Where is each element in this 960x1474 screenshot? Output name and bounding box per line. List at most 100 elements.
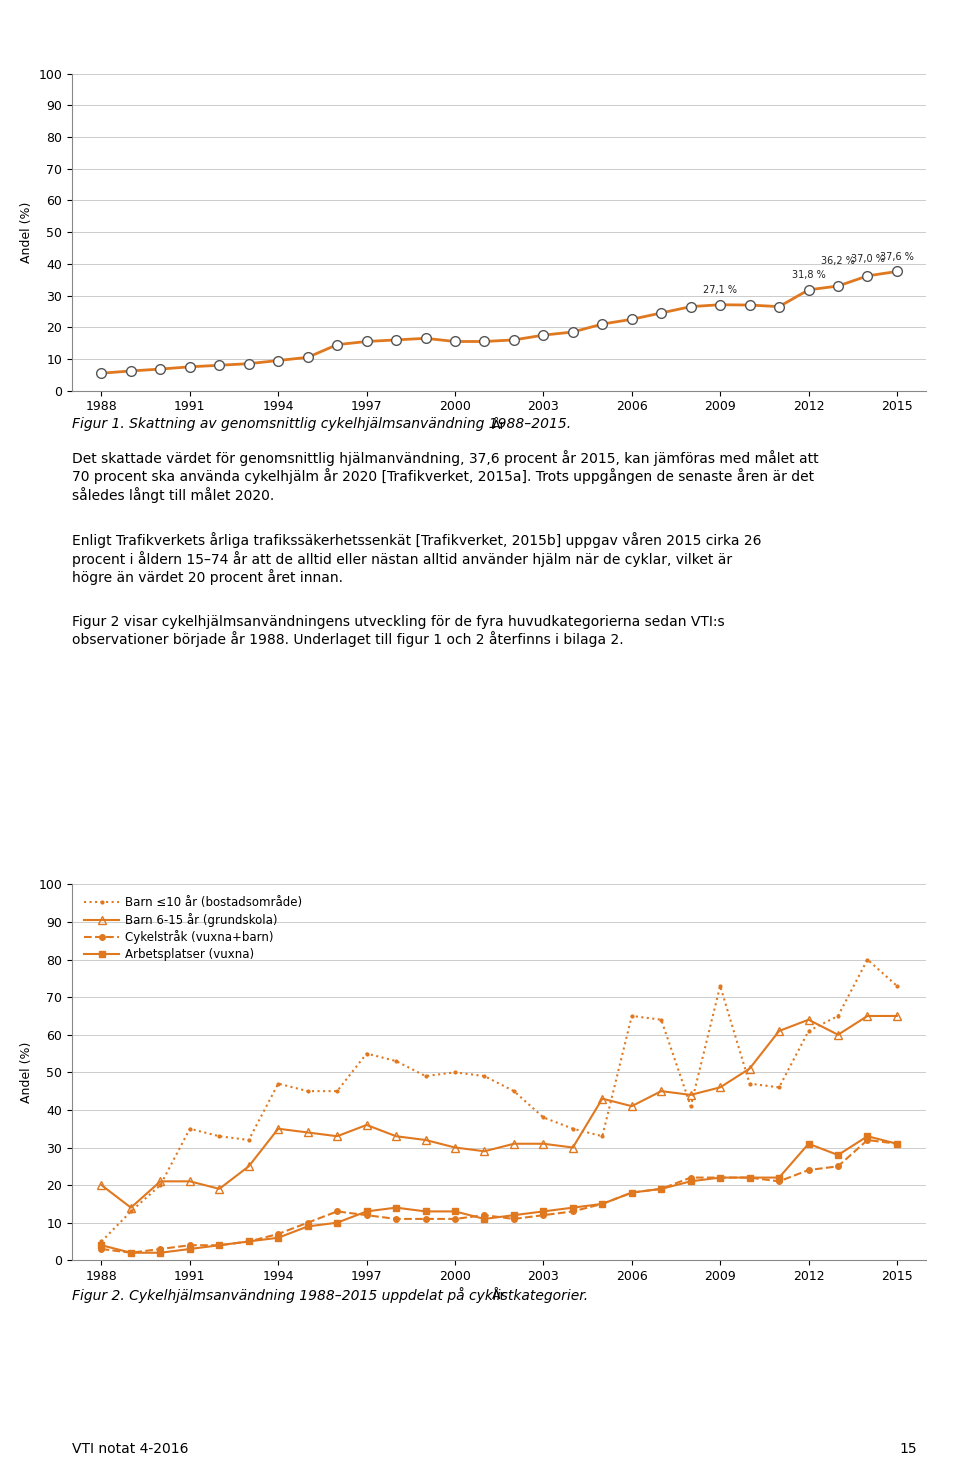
Barn ≤10 år (bostadsområde) — [626, 1007, 637, 1024]
Barn 6-15 år (grundskola) — [714, 1079, 726, 1097]
Cykelstråk (vuxna+barn) — [774, 1172, 785, 1190]
Barn ≤10 år (bostadsområde) — [273, 1075, 284, 1092]
Barn ≤10 år (bostadsområde) — [891, 977, 902, 995]
Cykelstråk (vuxna+barn) — [420, 1210, 431, 1228]
Cykelstråk (vuxna+barn) — [538, 1206, 549, 1223]
Text: Figur 2. Cykelhjälmsanvändning 1988–2015 uppdelat på cyklistkategorier.: Figur 2. Cykelhjälmsanvändning 1988–2015… — [72, 1287, 588, 1303]
Barn 6-15 år (grundskola) — [449, 1138, 461, 1156]
Barn 6-15 år (grundskola) — [184, 1172, 196, 1190]
X-axis label: År: År — [492, 419, 506, 432]
Cykelstråk (vuxna+barn) — [567, 1203, 579, 1220]
Legend: Barn ≤10 år (bostadsområde), Barn 6-15 år (grundskola), Cykelstråk (vuxna+barn),: Barn ≤10 år (bostadsområde), Barn 6-15 å… — [78, 890, 308, 967]
Barn ≤10 år (bostadsområde) — [331, 1082, 343, 1100]
Cykelstråk (vuxna+barn) — [302, 1215, 314, 1232]
Barn 6-15 år (grundskola) — [96, 1176, 108, 1194]
Text: 27,1 %: 27,1 % — [703, 284, 737, 295]
Text: VTI notat 4-2016: VTI notat 4-2016 — [72, 1443, 188, 1456]
Cykelstråk (vuxna+barn) — [449, 1210, 461, 1228]
Y-axis label: Andel (%): Andel (%) — [20, 202, 33, 262]
Barn 6-15 år (grundskola) — [479, 1142, 491, 1160]
Barn 6-15 år (grundskola) — [155, 1172, 166, 1190]
Cykelstråk (vuxna+barn) — [213, 1237, 225, 1254]
Arbetsplatser (vuxna) — [302, 1218, 314, 1235]
Barn ≤10 år (bostadsområde) — [656, 1011, 667, 1029]
Text: 31,8 %: 31,8 % — [792, 270, 826, 280]
Arbetsplatser (vuxna) — [155, 1244, 166, 1262]
Barn 6-15 år (grundskola) — [862, 1007, 874, 1024]
Barn 6-15 år (grundskola) — [656, 1082, 667, 1100]
Barn ≤10 år (bostadsområde) — [213, 1128, 225, 1145]
Barn ≤10 år (bostadsområde) — [508, 1082, 519, 1100]
Barn ≤10 år (bostadsområde) — [832, 1007, 844, 1024]
Cykelstråk (vuxna+barn) — [331, 1203, 343, 1220]
Line: Cykelstråk (vuxna+barn): Cykelstråk (vuxna+barn) — [99, 1138, 900, 1256]
Barn ≤10 år (bostadsområde) — [774, 1079, 785, 1097]
Arbetsplatser (vuxna) — [774, 1169, 785, 1187]
Barn ≤10 år (bostadsområde) — [567, 1120, 579, 1138]
Barn ≤10 år (bostadsområde) — [302, 1082, 314, 1100]
Cykelstråk (vuxna+barn) — [508, 1210, 519, 1228]
Barn 6-15 år (grundskola) — [243, 1157, 254, 1175]
X-axis label: År: År — [492, 1288, 506, 1302]
Line: Barn ≤10 år (bostadsområde): Barn ≤10 år (bostadsområde) — [99, 957, 900, 1244]
Arbetsplatser (vuxna) — [744, 1169, 756, 1187]
Cykelstråk (vuxna+barn) — [656, 1181, 667, 1198]
Cykelstråk (vuxna+barn) — [184, 1237, 196, 1254]
Barn 6-15 år (grundskola) — [891, 1007, 902, 1024]
Barn 6-15 år (grundskola) — [774, 1021, 785, 1039]
Barn ≤10 år (bostadsområde) — [479, 1067, 491, 1085]
Barn 6-15 år (grundskola) — [567, 1138, 579, 1156]
Barn 6-15 år (grundskola) — [803, 1011, 814, 1029]
Arbetsplatser (vuxna) — [213, 1237, 225, 1254]
Arbetsplatser (vuxna) — [832, 1147, 844, 1164]
Barn 6-15 år (grundskola) — [538, 1135, 549, 1153]
Barn ≤10 år (bostadsområde) — [449, 1064, 461, 1082]
Cykelstråk (vuxna+barn) — [273, 1225, 284, 1243]
Cykelstråk (vuxna+barn) — [714, 1169, 726, 1187]
Barn ≤10 år (bostadsområde) — [155, 1176, 166, 1194]
Barn 6-15 år (grundskola) — [331, 1128, 343, 1145]
Arbetsplatser (vuxna) — [361, 1203, 372, 1220]
Arbetsplatser (vuxna) — [420, 1203, 431, 1220]
Barn 6-15 år (grundskola) — [213, 1181, 225, 1198]
Cykelstråk (vuxna+barn) — [155, 1240, 166, 1257]
Barn ≤10 år (bostadsområde) — [420, 1067, 431, 1085]
Text: Det skattade värdet för genomsnittlig hjälmanvändning, 37,6 procent år 2015, kan: Det skattade värdet för genomsnittlig hj… — [72, 450, 819, 503]
Barn 6-15 år (grundskola) — [596, 1089, 608, 1107]
Barn ≤10 år (bostadsområde) — [184, 1120, 196, 1138]
Barn ≤10 år (bostadsområde) — [714, 977, 726, 995]
Barn 6-15 år (grundskola) — [626, 1097, 637, 1114]
Arbetsplatser (vuxna) — [567, 1198, 579, 1216]
Arbetsplatser (vuxna) — [96, 1237, 108, 1254]
Arbetsplatser (vuxna) — [714, 1169, 726, 1187]
Barn ≤10 år (bostadsområde) — [361, 1045, 372, 1063]
Barn ≤10 år (bostadsområde) — [596, 1128, 608, 1145]
Cykelstråk (vuxna+barn) — [626, 1184, 637, 1201]
Barn ≤10 år (bostadsområde) — [96, 1232, 108, 1250]
Text: 15: 15 — [900, 1443, 917, 1456]
Text: 37,0 %: 37,0 % — [851, 254, 884, 264]
Cykelstråk (vuxna+barn) — [803, 1162, 814, 1179]
Y-axis label: Andel (%): Andel (%) — [20, 1042, 33, 1103]
Cykelstråk (vuxna+barn) — [96, 1240, 108, 1257]
Barn ≤10 år (bostadsområde) — [803, 1021, 814, 1039]
Cykelstråk (vuxna+barn) — [391, 1210, 402, 1228]
Arbetsplatser (vuxna) — [331, 1215, 343, 1232]
Cykelstråk (vuxna+barn) — [684, 1169, 696, 1187]
Barn 6-15 år (grundskola) — [684, 1086, 696, 1104]
Barn ≤10 år (bostadsområde) — [391, 1052, 402, 1070]
Text: 37,6 %: 37,6 % — [880, 252, 914, 262]
Arbetsplatser (vuxna) — [538, 1203, 549, 1220]
Barn 6-15 år (grundskola) — [125, 1198, 136, 1216]
Cykelstråk (vuxna+barn) — [596, 1195, 608, 1213]
Text: 36,2 %: 36,2 % — [821, 256, 855, 267]
Barn ≤10 år (bostadsområde) — [538, 1108, 549, 1126]
Barn ≤10 år (bostadsområde) — [862, 951, 874, 968]
Line: Barn 6-15 år (grundskola): Barn 6-15 år (grundskola) — [97, 1011, 901, 1212]
Barn 6-15 år (grundskola) — [302, 1123, 314, 1141]
Barn 6-15 år (grundskola) — [273, 1120, 284, 1138]
Arbetsplatser (vuxna) — [125, 1244, 136, 1262]
Barn 6-15 år (grundskola) — [508, 1135, 519, 1153]
Arbetsplatser (vuxna) — [449, 1203, 461, 1220]
Barn ≤10 år (bostadsområde) — [125, 1203, 136, 1220]
